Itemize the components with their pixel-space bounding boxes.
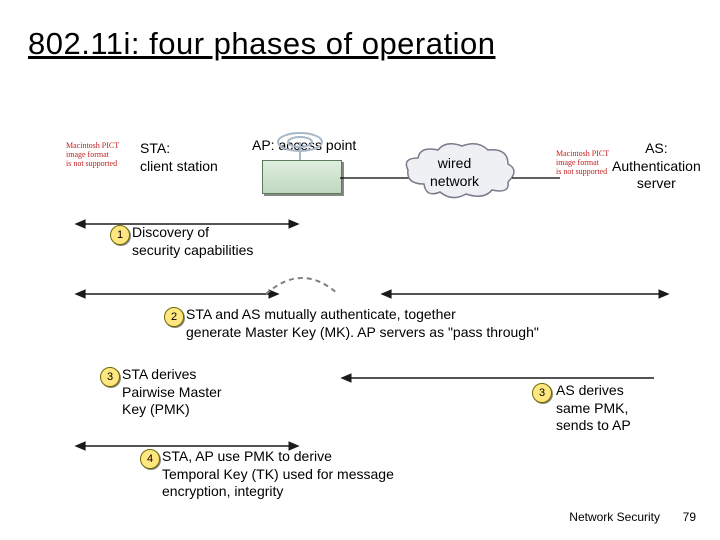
phase2-text: STA and AS mutually authenticate, togeth… [186,306,546,341]
phase4-badge: 4 [140,449,160,469]
phase2-badge: 2 [164,307,184,327]
passthrough-dash [262,268,342,298]
pict-error-sta: Macintosh PICTimage formatis not support… [66,142,136,168]
phase3b-text: AS derivessame PMK,sends to AP [556,382,631,435]
phase3a-badge: 3 [100,367,120,387]
wired-network-label: wirednetwork [430,155,479,190]
phase4-text: STA, AP use PMK to deriveTemporal Key (T… [162,448,422,501]
link-cloud-as [512,175,560,181]
phase1-text: Discovery ofsecurity capabilities [106,224,253,259]
ap-box-icon [262,160,342,194]
footer-page: 79 [683,510,696,524]
phase3b-badge: 3 [532,383,552,403]
phase2-arrow [72,284,672,304]
page-title: 802.11i: four phases of operation [28,26,495,62]
sta-label: STA:client station [140,140,218,175]
as-label: AS:Authenticationserver [612,140,701,193]
phase3a-text: STA derivesPairwise MasterKey (PMK) [122,366,222,419]
footer-label: Network Security [569,510,660,524]
